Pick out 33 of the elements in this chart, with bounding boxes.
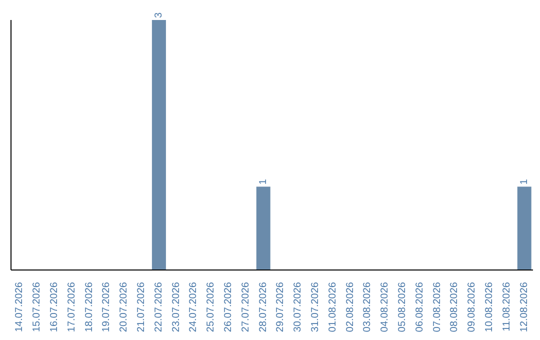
x-tick-label: 18.07.2026 — [84, 282, 95, 332]
x-tick-label: 01.08.2026 — [327, 282, 338, 332]
x-tick-label: 10.08.2026 — [484, 282, 495, 332]
x-tick-label: 16.07.2026 — [49, 282, 60, 332]
x-tick-label: 21.07.2026 — [136, 282, 147, 332]
x-tick-label: 17.07.2026 — [66, 282, 78, 332]
x-tick-label: 07.08.2026 — [432, 282, 443, 332]
x-tick-label: 28.07.2026 — [258, 282, 269, 332]
x-tick-label: 09.08.2026 — [466, 282, 478, 332]
x-tick-label: 05.08.2026 — [397, 282, 408, 332]
data-label: 1 — [258, 178, 269, 185]
x-tick-label: 30.07.2026 — [292, 282, 304, 332]
x-tick-label: 26.07.2026 — [223, 282, 234, 332]
x-tick-label: 02.08.2026 — [344, 282, 356, 332]
x-tick-label: 12.08.2026 — [518, 282, 530, 332]
x-tick-label: 15.07.2026 — [32, 282, 43, 332]
x-tick-label: 22.07.2026 — [153, 282, 164, 332]
x-tick-label: 06.08.2026 — [414, 282, 426, 332]
x-tick-label: 11.08.2026 — [501, 282, 512, 332]
x-tick-label: 31.07.2026 — [310, 282, 321, 332]
x-tick-label: 24.07.2026 — [188, 282, 200, 332]
x-tick-label: 08.08.2026 — [449, 282, 460, 332]
x-tick-label: 20.07.2026 — [118, 282, 130, 332]
x-tick-label: 25.07.2026 — [206, 282, 217, 332]
x-tick-label: 23.07.2026 — [170, 282, 182, 332]
x-tick-label: 03.08.2026 — [362, 282, 374, 332]
data-label: 1 — [518, 178, 530, 185]
data-label: 3 — [153, 12, 164, 18]
x-tick-label: 04.08.2026 — [380, 282, 391, 332]
x-tick-label: 14.07.2026 — [14, 282, 26, 332]
x-tick-label: 19.07.2026 — [101, 282, 112, 332]
x-tick-label: 29.07.2026 — [275, 282, 286, 332]
x-tick-label: 27.07.2026 — [240, 282, 252, 332]
